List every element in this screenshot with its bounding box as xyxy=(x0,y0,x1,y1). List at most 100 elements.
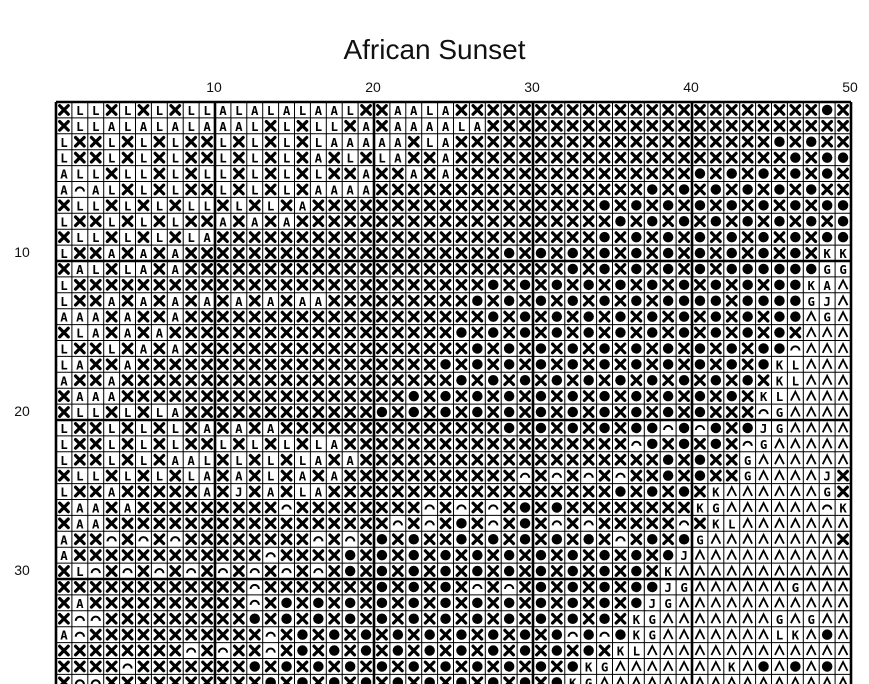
chevron-up-icon xyxy=(615,659,626,672)
arc-icon xyxy=(822,504,833,510)
cross-mark-icon xyxy=(725,278,738,291)
cross-mark-icon xyxy=(550,135,563,148)
arc-icon xyxy=(217,647,229,653)
filled-circle-icon xyxy=(758,263,769,275)
cross-mark-icon xyxy=(137,596,150,609)
letter-symbol-g: G xyxy=(744,453,751,468)
letter-symbol-a: A xyxy=(442,167,450,182)
chevron-up-icon xyxy=(742,516,753,529)
filled-circle-icon xyxy=(726,390,737,402)
letter-symbol-g: G xyxy=(776,612,783,627)
cross-mark-icon xyxy=(232,374,245,387)
cross-mark-icon xyxy=(789,104,802,116)
cross-mark-icon xyxy=(121,135,134,148)
cross-mark-icon xyxy=(439,422,452,434)
cross-mark-icon xyxy=(455,422,468,434)
cross-mark-icon xyxy=(217,199,229,212)
cross-mark-icon xyxy=(328,151,341,164)
cross-mark-icon xyxy=(248,199,261,212)
cross-mark-icon xyxy=(360,342,372,355)
cross-mark-icon xyxy=(455,596,468,609)
cross-mark-icon xyxy=(153,342,166,355)
cross-mark-icon xyxy=(630,215,643,228)
cross-mark-icon xyxy=(360,104,372,116)
cross-mark-icon xyxy=(105,406,118,418)
chevron-up-icon xyxy=(821,357,833,370)
cross-mark-icon xyxy=(137,501,150,514)
cross-mark-icon xyxy=(646,565,659,577)
cross-mark-icon xyxy=(439,517,452,530)
cross-mark-icon xyxy=(789,326,802,339)
cross-mark-icon xyxy=(614,549,627,562)
chevron-up-icon xyxy=(821,405,833,417)
cross-mark-icon xyxy=(439,342,452,355)
cross-mark-icon xyxy=(360,422,372,434)
letter-symbol-l: L xyxy=(124,198,131,213)
cross-mark-icon xyxy=(217,374,229,387)
cross-mark-icon xyxy=(201,644,213,657)
letter-symbol-a: A xyxy=(124,310,132,325)
filled-circle-icon xyxy=(647,486,658,497)
svg-text:A: A xyxy=(362,119,370,134)
letter-symbol-l: L xyxy=(251,151,258,166)
cross-mark-icon xyxy=(376,119,388,132)
cross-mark-icon xyxy=(423,581,436,593)
cross-mark-icon xyxy=(58,596,70,609)
cross-mark-icon xyxy=(837,533,849,546)
cross-mark-icon xyxy=(741,247,754,259)
chevron-up-icon xyxy=(758,548,769,561)
cross-mark-icon xyxy=(709,167,722,180)
chevron-up-icon xyxy=(821,421,833,433)
svg-text:L: L xyxy=(60,278,67,293)
letter-symbol-l: L xyxy=(283,135,290,150)
letter-symbol-a: A xyxy=(172,294,180,309)
chevron-up-icon xyxy=(710,612,722,624)
cross-mark-icon xyxy=(741,104,754,116)
chevron-up-icon xyxy=(774,580,785,592)
cross-mark-icon xyxy=(582,151,595,164)
cross-mark-icon xyxy=(137,406,150,418)
cross-mark-icon xyxy=(455,437,468,450)
cross-mark-icon xyxy=(185,533,198,546)
cross-mark-icon xyxy=(328,294,341,307)
cross-mark-icon xyxy=(312,549,325,562)
cross-mark-icon xyxy=(391,533,404,546)
filled-circle-icon xyxy=(726,343,737,354)
letter-symbol-a: A xyxy=(203,230,211,245)
svg-text:A: A xyxy=(172,119,180,134)
cross-mark-icon xyxy=(598,183,611,196)
cross-mark-icon xyxy=(344,437,357,450)
letter-symbol-a: A xyxy=(172,246,180,261)
letter-symbol-a: A xyxy=(60,628,68,643)
svg-text:L: L xyxy=(92,405,99,420)
filled-circle-icon xyxy=(551,311,563,322)
cross-mark-icon xyxy=(566,533,579,546)
cross-mark-icon xyxy=(646,199,659,212)
cross-mark-icon xyxy=(169,390,182,403)
filled-circle-icon xyxy=(631,231,642,243)
cross-mark-icon xyxy=(169,628,182,641)
svg-text:L: L xyxy=(203,167,210,182)
arc-icon xyxy=(186,647,197,653)
chevron-up-icon xyxy=(726,644,738,656)
filled-circle-icon xyxy=(742,295,753,306)
cross-mark-icon xyxy=(73,215,86,228)
chevron-up-icon xyxy=(646,644,658,656)
filled-circle-icon xyxy=(647,422,658,434)
cross-mark-icon xyxy=(105,278,118,291)
cross-mark-icon xyxy=(391,247,404,259)
filled-circle-icon xyxy=(583,629,594,640)
svg-text:A: A xyxy=(331,135,339,150)
filled-circle-icon xyxy=(806,216,817,227)
letter-symbol-l: L xyxy=(92,262,99,277)
letter-symbol-a: A xyxy=(140,342,148,357)
letter-symbol-a: A xyxy=(442,135,450,150)
cross-mark-icon xyxy=(598,104,611,116)
filled-circle-icon xyxy=(392,645,404,656)
cross-mark-icon xyxy=(519,422,531,434)
svg-text:L: L xyxy=(92,230,99,245)
cross-mark-icon xyxy=(598,167,611,180)
cross-mark-icon xyxy=(217,596,229,609)
letter-symbol-a: A xyxy=(267,294,275,309)
cross-mark-icon xyxy=(169,104,182,116)
